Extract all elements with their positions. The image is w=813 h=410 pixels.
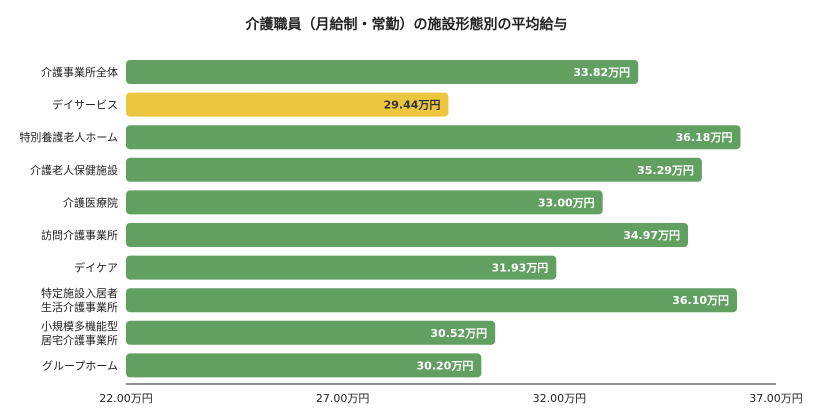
value-label-5: 34.97万円 [623,229,680,242]
bar-5 [126,223,689,247]
category-label-8-0: 小規模多機能型 [41,319,118,333]
x-tick-label-0: 22.00万円 [99,392,153,405]
value-label-0: 33.82万円 [573,66,630,79]
value-label-8: 30.52万円 [430,327,487,340]
x-tick-label-1: 27.00万円 [316,392,370,405]
value-label-4: 33.00万円 [538,196,595,209]
category-label-7-1: 生活介護事業所 [41,300,118,314]
category-label-7-0: 特定施設入居者 [41,286,118,300]
category-label-1: デイサービス [52,98,118,112]
bar-7 [126,288,737,313]
x-tick-label-3: 37.00万円 [749,392,803,405]
x-tick-label-2: 32.00万円 [533,392,587,405]
bar-4 [126,190,603,215]
category-label-6: デイケア [74,261,118,275]
category-label-2: 特別養護老人ホーム [19,130,118,144]
chart-title: 介護職員（月給制・常勤）の施設形態別の平均給与 [245,17,568,33]
value-label-2: 36.18万円 [676,131,733,144]
bar-0 [126,60,639,84]
category-label-9: グループホーム [42,358,118,372]
value-label-7: 36.10万円 [672,294,729,307]
bar-1 [126,92,449,117]
value-label-9: 30.20万円 [417,359,474,372]
category-label-4: 介護医療院 [63,195,118,209]
bar-9 [126,353,482,378]
bar-8 [126,320,496,345]
value-label-3: 35.29万円 [637,164,694,177]
bar-2 [126,125,741,150]
category-label-3: 介護老人保健施設 [30,163,118,177]
value-label-1: 29.44万円 [384,99,441,112]
category-label-5: 訪問介護事業所 [41,228,118,242]
category-label-8-1: 居宅介護事業所 [41,333,118,347]
bar-6 [126,255,557,280]
bar-3 [126,157,702,182]
value-label-6: 31.93万円 [492,262,549,275]
category-label-0: 介護事業所全体 [41,65,118,79]
